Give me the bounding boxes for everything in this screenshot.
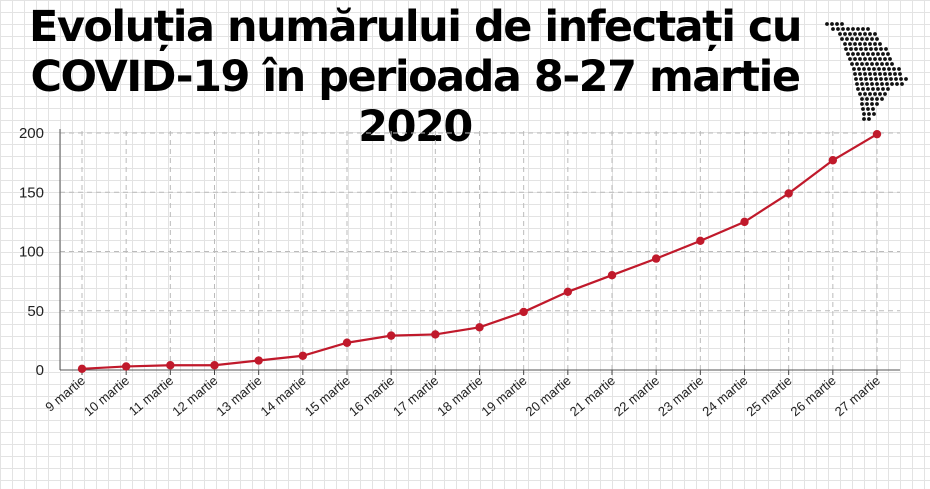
chart-title: Evoluția numărului de infectați cu COVID… (0, 2, 830, 152)
data-point (740, 217, 749, 227)
x-tick-label: 27 martie (832, 373, 883, 419)
data-point (651, 254, 661, 263)
data-point (77, 364, 87, 374)
y-tick-label: 0 (36, 362, 44, 379)
data-point (828, 156, 838, 165)
x-tick-label: 14 martie (258, 373, 309, 419)
x-tick-label: 16 martie (346, 373, 397, 419)
data-point (872, 129, 882, 139)
x-tick-label: 20 martie (523, 373, 574, 419)
y-tick-label: 150 (19, 184, 44, 201)
x-tick-label: 22 martie (611, 373, 662, 419)
x-tick-label: 25 martie (743, 373, 794, 419)
data-point (254, 356, 263, 365)
x-tick-label: 21 martie (567, 373, 618, 419)
x-tick-label: 23 martie (655, 373, 706, 419)
data-point (607, 271, 617, 280)
title-line-2: COVID-19 în perioada 8-27 martie 2020 (30, 52, 801, 152)
data-point (563, 287, 573, 296)
data-point (784, 189, 793, 198)
data-point (475, 323, 484, 332)
x-tick-label: 11 martie (126, 373, 176, 419)
data-point (696, 236, 705, 246)
y-tick-label: 200 (19, 125, 44, 142)
x-tick-label: 19 martie (478, 373, 529, 419)
data-point (342, 338, 352, 347)
title-line-1: Evoluția numărului de infectați cu (28, 2, 803, 52)
data-point (431, 330, 440, 339)
data-point (386, 331, 396, 340)
data-point (298, 351, 308, 360)
data-point (166, 361, 175, 370)
x-tick-label: 24 martie (699, 373, 750, 419)
x-tick-label: 13 martie (213, 373, 264, 419)
data-point (121, 362, 131, 371)
y-tick-label: 100 (19, 244, 44, 261)
x-tick-label: 10 martie (81, 373, 132, 419)
data-point (519, 307, 528, 317)
data-point (210, 361, 219, 370)
x-tick-label: 26 martie (788, 373, 839, 419)
x-tick-label: 18 martie (434, 373, 485, 419)
x-tick-label: 12 martie (169, 373, 220, 419)
x-tick-label: 15 martie (302, 373, 353, 419)
y-tick-label: 50 (27, 303, 44, 320)
x-tick-label: 17 martie (390, 373, 441, 419)
